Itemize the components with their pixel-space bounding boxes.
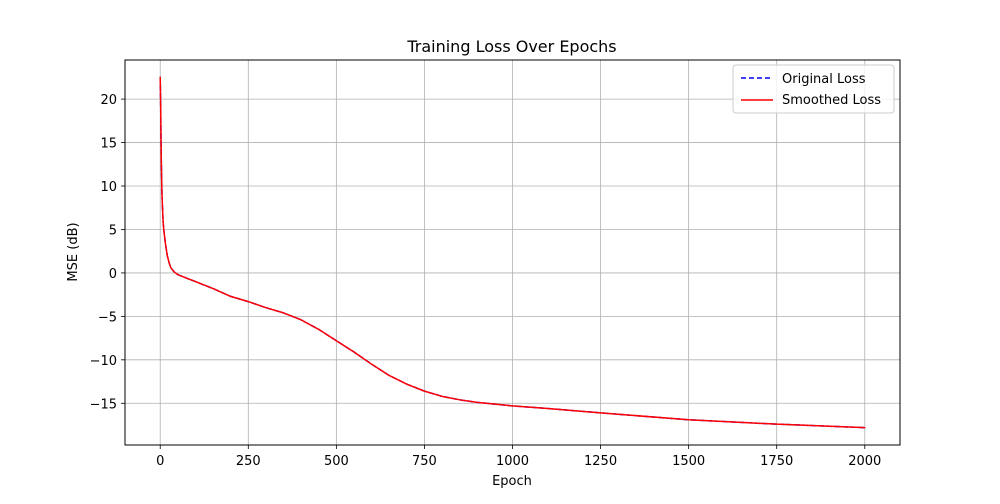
series-line-smoothed-loss <box>159 76 866 429</box>
y-tick-label: −15 <box>90 397 117 412</box>
x-tick-label: 0 <box>156 454 164 469</box>
x-tick-label: 1500 <box>672 454 705 469</box>
x-tick-label: 1000 <box>496 454 529 469</box>
x-tick-label: 2000 <box>848 454 881 469</box>
x-tick-label: 1250 <box>584 454 617 469</box>
legend: Original Loss Smoothed Loss <box>732 64 895 114</box>
legend-frame <box>732 64 895 114</box>
x-tick-label: 250 <box>236 454 261 469</box>
series-layer <box>159 76 866 429</box>
x-tick-label: 500 <box>324 454 349 469</box>
grid <box>125 60 900 445</box>
y-tick-label: 15 <box>100 137 117 152</box>
legend-label-original-loss: Original Loss <box>782 72 866 87</box>
x-axis-label: Epoch <box>492 474 532 489</box>
y-axis-label: MSE (dB) <box>66 222 81 281</box>
y-tick-label: 0 <box>109 267 117 282</box>
y-tick-label: −10 <box>90 354 117 369</box>
y-tick-label: 5 <box>109 223 117 238</box>
y-tick-label: −5 <box>98 310 117 325</box>
legend-label-smoothed-loss: Smoothed Loss <box>782 93 881 108</box>
y-tick-label: 10 <box>100 180 117 195</box>
chart-title: Training Loss Over Epochs <box>406 37 616 56</box>
y-tick-label: 20 <box>100 93 117 108</box>
x-tick-label: 1750 <box>760 454 793 469</box>
x-tick-label: 750 <box>412 454 437 469</box>
ticks: 0 250 500 750 1000 1250 1500 1750 2000 −15 −10 −5 0 5… <box>90 93 882 469</box>
